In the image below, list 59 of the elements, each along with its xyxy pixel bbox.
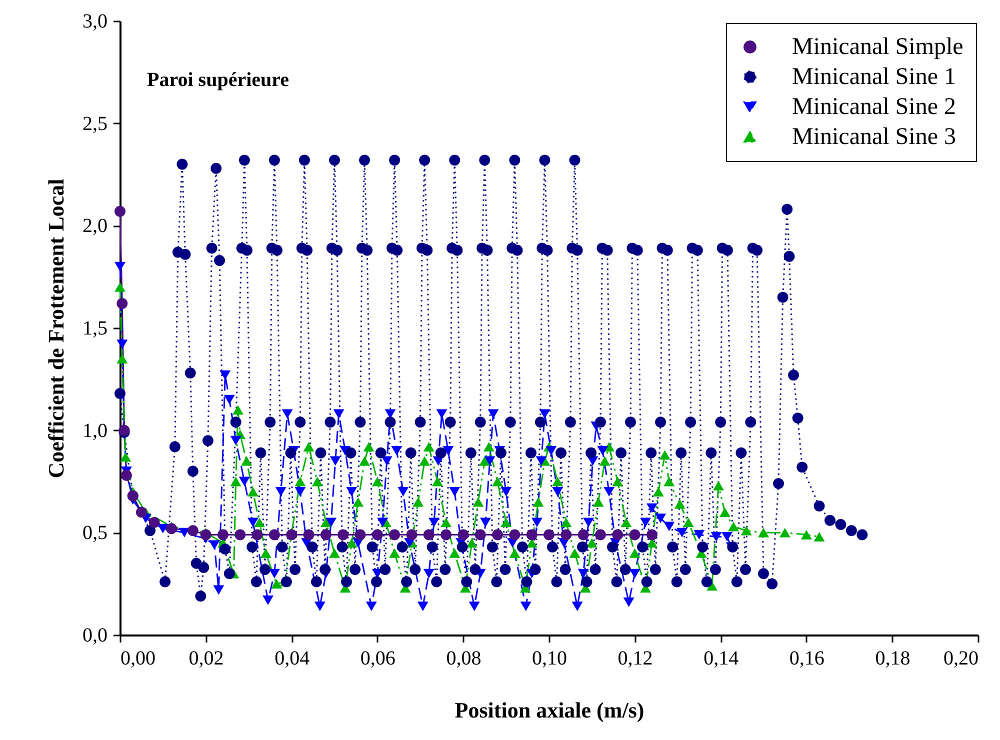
x-axis-title: Position axiale (m/s) <box>454 698 644 722</box>
point <box>166 523 177 534</box>
point <box>234 529 246 540</box>
x-tick-label: 0,16 <box>789 648 824 670</box>
x-tick-label: 0,10 <box>532 648 567 670</box>
y-tick-label: 1,0 <box>82 420 108 442</box>
legend-label: Minicanal Sine 1 <box>792 64 956 90</box>
point <box>372 529 383 540</box>
point <box>423 529 434 540</box>
point <box>578 529 589 540</box>
legend-label: Minicanal Sine 3 <box>792 124 956 150</box>
y-tick-label: 0,0 <box>82 624 108 646</box>
point <box>612 529 624 540</box>
point <box>560 529 572 540</box>
point <box>474 529 486 540</box>
point <box>320 529 332 540</box>
point <box>595 529 606 540</box>
point <box>187 525 198 536</box>
point <box>389 529 400 540</box>
point <box>458 529 469 540</box>
x-tick-label: 0,08 <box>446 648 482 670</box>
x-tick-label: 0,14 <box>704 648 739 670</box>
point <box>526 529 538 540</box>
y-tick-label: 3,0 <box>82 10 108 32</box>
x-tick-label: 0,20 <box>944 648 978 670</box>
x-tick-label: 0,02 <box>188 648 224 670</box>
point <box>286 529 298 540</box>
point <box>492 529 503 540</box>
point <box>200 529 212 540</box>
point <box>303 529 314 540</box>
point <box>116 298 128 309</box>
x-tick-label: 0,18 <box>875 648 910 670</box>
point <box>406 529 418 540</box>
point <box>114 206 126 217</box>
point <box>629 529 640 540</box>
point <box>544 529 554 540</box>
point <box>148 516 160 528</box>
y-tick-label: 1,5 <box>82 318 108 340</box>
point <box>252 529 263 540</box>
y-tick-label: 2,0 <box>82 215 108 238</box>
point <box>338 529 349 540</box>
x-tick-label: 0,06 <box>360 648 396 670</box>
x-tick-label: 0,12 <box>618 648 653 670</box>
point <box>646 529 658 540</box>
point <box>136 506 147 518</box>
point <box>120 470 132 481</box>
point <box>217 529 228 540</box>
legend-label: Minicanal Simple <box>792 34 964 60</box>
y-tick-label: 0,5 <box>82 522 108 544</box>
point <box>440 529 452 540</box>
x-tick-label: 0,04 <box>274 648 310 670</box>
y-tick-label: 2,5 <box>82 112 108 135</box>
point <box>509 529 520 540</box>
annotation: Paroi supérieure <box>147 69 290 91</box>
point <box>354 529 366 540</box>
x-tick-label: 0,00 <box>120 648 156 670</box>
legend-label: Minicanal Sine 2 <box>792 94 956 120</box>
y-axis-title: Coefficient de Frottement Local <box>44 178 68 478</box>
point <box>268 529 280 540</box>
